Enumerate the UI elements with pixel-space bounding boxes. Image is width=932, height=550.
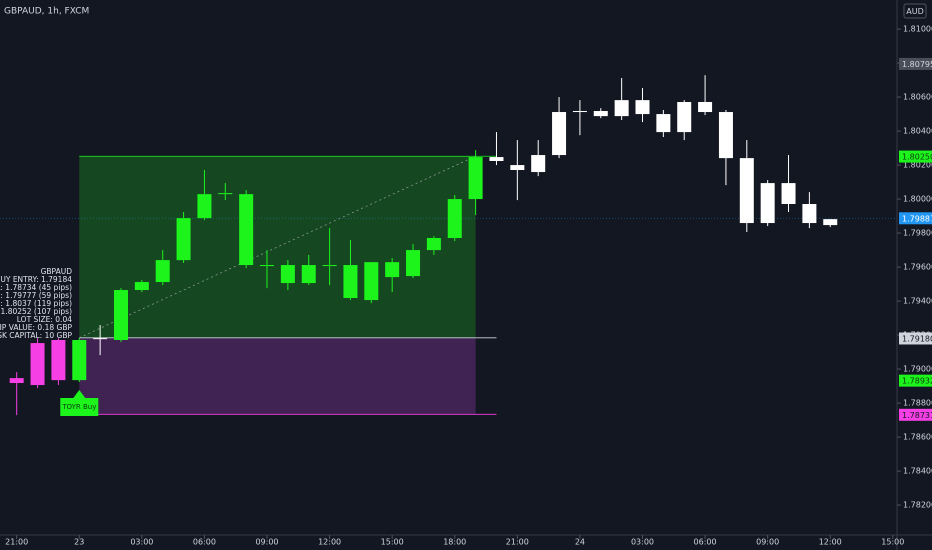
price-label-box bbox=[899, 212, 932, 225]
x-tick-label: 15:00 bbox=[381, 538, 404, 547]
candle-body bbox=[593, 111, 608, 117]
x-tick-label: 21:00 bbox=[506, 538, 529, 547]
candle-body bbox=[510, 165, 525, 171]
y-tick-label: 1.79000 bbox=[903, 365, 932, 374]
candle-body bbox=[656, 114, 671, 133]
candle-body bbox=[93, 338, 108, 340]
loss-zone bbox=[79, 337, 476, 415]
candle-body bbox=[718, 112, 733, 159]
candle-body bbox=[760, 183, 775, 224]
x-tick-label: 12:00 bbox=[318, 538, 341, 547]
price-label-box bbox=[899, 150, 932, 163]
candle-body bbox=[30, 343, 45, 386]
y-tick-label: 1.78800 bbox=[903, 399, 932, 408]
candle-body bbox=[113, 290, 128, 341]
candle-body bbox=[280, 265, 295, 284]
candle-body bbox=[426, 238, 441, 251]
candle-body bbox=[614, 100, 629, 117]
currency: AUD bbox=[906, 7, 924, 16]
currency-box[interactable] bbox=[903, 3, 927, 19]
y-tick-label: 1.79600 bbox=[903, 263, 932, 272]
signal-marker bbox=[60, 389, 99, 416]
info-line: TP2: 1.8037 (119 pips) bbox=[0, 299, 72, 308]
info-line: LOT SIZE: 0.04 bbox=[17, 315, 72, 324]
x-tick-label: 06:00 bbox=[694, 538, 717, 547]
candle-body bbox=[739, 158, 754, 224]
price-label-box bbox=[899, 374, 932, 387]
candle-body bbox=[239, 194, 254, 266]
x-tick-label: 06:00 bbox=[193, 538, 216, 547]
y-tick-label: 1.81000 bbox=[903, 25, 932, 34]
candle-body bbox=[698, 102, 713, 113]
price-label: 1.79180 bbox=[902, 334, 932, 343]
candle-body bbox=[72, 340, 87, 381]
candle-body bbox=[572, 111, 587, 113]
info-line: PIP VALUE: 0.18 GBP bbox=[0, 323, 72, 332]
signal-label: TOYR Buy bbox=[61, 403, 96, 411]
candle-body bbox=[9, 378, 24, 384]
x-tick-label: 18:00 bbox=[443, 538, 466, 547]
y-tick-label: 1.79400 bbox=[903, 297, 932, 306]
price-label: 1.80250 bbox=[902, 153, 932, 162]
price-label: 1.79887 bbox=[902, 214, 932, 223]
price-label: 1.78932 bbox=[902, 377, 932, 386]
price-label-box bbox=[899, 408, 932, 421]
x-tick-label: 09:00 bbox=[255, 538, 278, 547]
x-tick-label: 12:00 bbox=[819, 538, 842, 547]
y-tick-label: 1.79800 bbox=[903, 229, 932, 238]
candle-body bbox=[343, 265, 358, 299]
y-tick-label: 1.78400 bbox=[903, 467, 932, 476]
candle-body bbox=[489, 157, 504, 161]
price-label-box bbox=[899, 332, 932, 345]
candle-body bbox=[781, 183, 796, 205]
x-tick-label: 23 bbox=[74, 538, 84, 547]
candle-body bbox=[823, 219, 838, 226]
candle-body bbox=[51, 340, 66, 381]
y-tick-label: 1.80000 bbox=[903, 195, 932, 204]
candle-body bbox=[301, 265, 316, 284]
candle-body bbox=[364, 262, 379, 301]
candle-body bbox=[176, 218, 191, 261]
y-tick-label: 1.80200 bbox=[903, 161, 932, 170]
y-tick-label: 1.78200 bbox=[903, 501, 932, 510]
candle-body bbox=[447, 199, 462, 239]
info-line: SL: 1.78734 (45 pips) bbox=[0, 283, 72, 292]
candle-body bbox=[552, 112, 567, 156]
profit-zone bbox=[79, 156, 476, 338]
x-tick-label: 15:00 bbox=[881, 538, 904, 547]
x-tick-label: 09:00 bbox=[756, 538, 779, 547]
candle-body bbox=[197, 194, 212, 219]
price-label: 1.80795 bbox=[902, 60, 932, 69]
chart-title: GBPAUD, 1h, FXCM bbox=[4, 7, 89, 17]
candle-body bbox=[385, 262, 400, 278]
candle-body bbox=[155, 260, 170, 283]
candle-body bbox=[322, 265, 337, 267]
candle-body bbox=[468, 157, 483, 200]
info-line: TP1: 1.79777 (59 pips) bbox=[0, 291, 72, 300]
candle-body bbox=[218, 193, 233, 195]
info-line: GBPAUD bbox=[41, 267, 73, 276]
info-line: RISK CAPITAL: 10 GBP bbox=[0, 331, 72, 340]
price-label: 1.78731 bbox=[902, 411, 932, 420]
info-line: BUY ENTRY: 1.79184 bbox=[0, 275, 72, 284]
candle-body bbox=[635, 100, 650, 115]
x-tick-label: 24 bbox=[575, 538, 585, 547]
candle-body bbox=[406, 250, 421, 277]
y-tick-label: 1.80600 bbox=[903, 93, 932, 102]
candle-body bbox=[260, 265, 275, 267]
plot-area bbox=[0, 75, 897, 416]
candle-body bbox=[677, 102, 692, 133]
x-tick-label: 03:00 bbox=[130, 538, 153, 547]
x-tick-label: 03:00 bbox=[631, 538, 654, 547]
candle-body bbox=[531, 155, 546, 173]
candle-body bbox=[802, 204, 817, 224]
y-tick-label: 1.78600 bbox=[903, 433, 932, 442]
y-tick-label: 1.80400 bbox=[903, 127, 932, 136]
info-line: TP3: 1.80252 (107 pips) bbox=[0, 307, 72, 316]
candle-body bbox=[134, 282, 149, 291]
x-tick-label: 21:00 bbox=[5, 538, 28, 547]
price-label-box bbox=[899, 57, 932, 70]
